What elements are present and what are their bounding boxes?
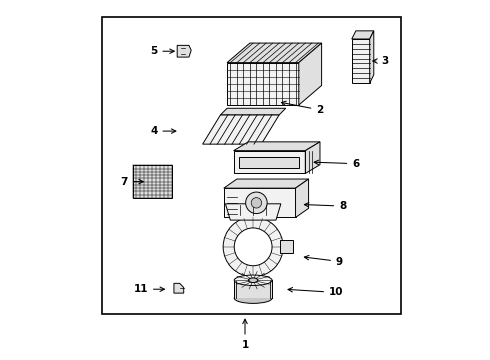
Text: 3: 3 bbox=[373, 56, 389, 66]
Polygon shape bbox=[234, 150, 305, 174]
Polygon shape bbox=[220, 108, 286, 115]
Text: 5: 5 bbox=[150, 46, 174, 56]
Polygon shape bbox=[132, 165, 172, 198]
Text: 7: 7 bbox=[121, 177, 143, 186]
Polygon shape bbox=[177, 45, 191, 57]
Bar bbox=[101, 17, 401, 314]
Circle shape bbox=[251, 198, 262, 208]
Polygon shape bbox=[369, 31, 374, 83]
Ellipse shape bbox=[248, 278, 258, 283]
Polygon shape bbox=[225, 204, 281, 220]
Bar bbox=[234, 280, 272, 298]
Polygon shape bbox=[352, 31, 374, 39]
Text: 4: 4 bbox=[150, 126, 176, 136]
Polygon shape bbox=[224, 179, 309, 188]
Polygon shape bbox=[295, 179, 309, 217]
Text: 10: 10 bbox=[288, 288, 343, 297]
Polygon shape bbox=[299, 43, 321, 105]
Circle shape bbox=[234, 228, 272, 266]
Polygon shape bbox=[352, 39, 369, 83]
Polygon shape bbox=[305, 142, 320, 174]
Circle shape bbox=[245, 192, 267, 213]
Ellipse shape bbox=[234, 275, 272, 285]
Polygon shape bbox=[280, 240, 293, 253]
Polygon shape bbox=[234, 142, 320, 150]
Text: 6: 6 bbox=[314, 159, 360, 169]
Polygon shape bbox=[203, 115, 279, 144]
Text: 8: 8 bbox=[304, 201, 346, 211]
Text: 11: 11 bbox=[133, 284, 165, 294]
Circle shape bbox=[223, 217, 283, 277]
Ellipse shape bbox=[234, 293, 272, 303]
Text: 9: 9 bbox=[304, 256, 343, 266]
Text: 1: 1 bbox=[242, 319, 248, 350]
Polygon shape bbox=[227, 63, 299, 105]
Polygon shape bbox=[240, 157, 299, 168]
Polygon shape bbox=[174, 283, 184, 293]
Polygon shape bbox=[227, 43, 321, 63]
Polygon shape bbox=[224, 188, 295, 217]
Text: 2: 2 bbox=[281, 101, 323, 115]
